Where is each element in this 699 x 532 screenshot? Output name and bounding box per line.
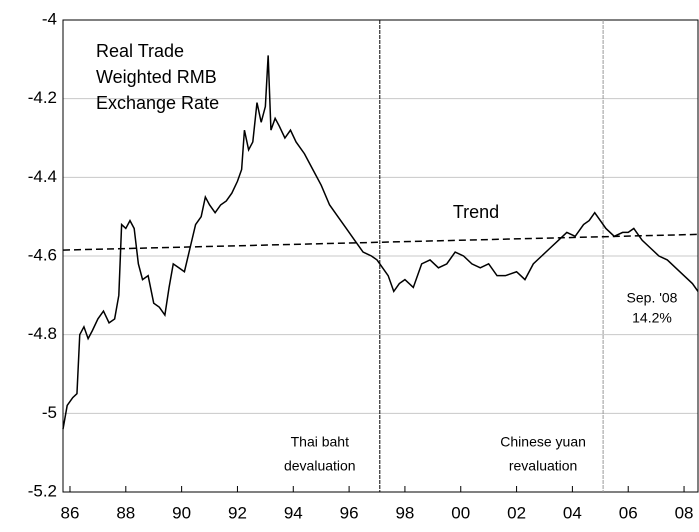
series-label: Trend <box>453 202 499 222</box>
chart-title: Real Trade <box>96 41 184 61</box>
x-tick-label: 92 <box>228 503 247 522</box>
series-line <box>62 233 699 251</box>
x-tick-label: 06 <box>619 503 638 522</box>
y-tick-label: -4.2 <box>28 88 57 107</box>
x-tick-label: 94 <box>284 503 303 522</box>
x-tick-label: 04 <box>563 503 582 522</box>
chart-title: Weighted RMB <box>96 67 217 87</box>
event-label: Chinese yuan <box>500 434 586 450</box>
x-tick-label: 08 <box>675 503 694 522</box>
y-tick-label: -5 <box>42 403 57 422</box>
x-tick-label: 02 <box>507 503 526 522</box>
x-tick-label: 96 <box>340 503 359 522</box>
x-tick-label: 88 <box>116 503 135 522</box>
event-label: Thai baht <box>291 434 349 450</box>
event-label: revaluation <box>509 458 578 474</box>
y-tick-label: -5.2 <box>28 481 57 500</box>
x-tick-label: 00 <box>451 503 470 522</box>
event-label: devaluation <box>284 458 356 474</box>
series-line <box>62 55 699 430</box>
y-tick-label: -4 <box>42 9 57 28</box>
y-tick-label: -4.4 <box>28 167 57 186</box>
end-note: 14.2% <box>632 310 672 326</box>
end-note: Sep. '08 <box>627 290 678 306</box>
x-tick-label: 90 <box>172 503 191 522</box>
y-tick-label: -4.6 <box>28 245 57 264</box>
y-tick-label: -4.8 <box>28 324 57 343</box>
chart-title: Exchange Rate <box>96 93 219 113</box>
x-tick-label: 86 <box>61 503 80 522</box>
plot-frame <box>62 19 699 493</box>
x-tick-label: 98 <box>395 503 414 522</box>
